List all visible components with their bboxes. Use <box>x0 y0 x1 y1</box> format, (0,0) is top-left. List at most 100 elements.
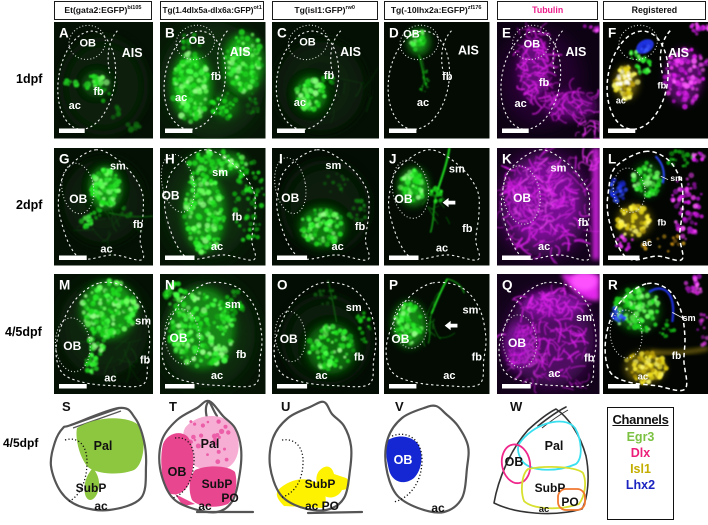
svg-text:ac: ac <box>443 370 455 382</box>
svg-text:AIS: AIS <box>458 44 479 58</box>
svg-text:sm: sm <box>325 160 341 172</box>
svg-text:fb: fb <box>584 353 595 365</box>
svg-text:ac: ac <box>548 368 560 380</box>
svg-text:OB: OB <box>279 332 297 346</box>
svg-text:AIS: AIS <box>230 45 251 59</box>
svg-text:fb: fb <box>539 77 550 89</box>
svg-text:ac: ac <box>198 499 212 513</box>
svg-text:N: N <box>165 278 175 293</box>
svg-text:ac: ac <box>315 370 327 382</box>
svg-text:ac: ac <box>436 242 448 254</box>
svg-text:ac: ac <box>175 92 187 104</box>
svg-text:ac: ac <box>417 97 429 109</box>
svg-text:L: L <box>608 152 616 167</box>
svg-text:fb: fb <box>657 80 666 91</box>
svg-text:sm: sm <box>463 305 479 317</box>
svg-text:OB: OB <box>299 36 316 48</box>
svg-text:OB: OB <box>524 39 541 51</box>
svg-text:C: C <box>277 26 287 41</box>
svg-text:sm: sm <box>449 164 465 176</box>
svg-text:AIS: AIS <box>565 45 586 59</box>
svg-text:OB: OB <box>391 332 409 346</box>
svg-text:sm: sm <box>576 312 592 324</box>
svg-text:OB: OB <box>403 29 420 41</box>
svg-text:ac: ac <box>69 100 81 112</box>
svg-text:SubP: SubP <box>202 477 233 491</box>
svg-text:B: B <box>165 26 175 41</box>
svg-text:fb: fb <box>323 70 334 82</box>
svg-text:SubP: SubP <box>76 481 107 495</box>
svg-text:P: P <box>389 278 398 293</box>
svg-text:fb: fb <box>133 219 144 231</box>
svg-text:O: O <box>277 278 288 293</box>
svg-text:R: R <box>608 278 618 293</box>
svg-text:Q: Q <box>502 278 513 293</box>
svg-text:A: A <box>59 26 69 41</box>
svg-text:fb: fb <box>578 217 589 229</box>
svg-text:fb: fb <box>353 351 364 363</box>
svg-text:PO: PO <box>221 491 238 505</box>
svg-text:AIS: AIS <box>668 46 689 60</box>
svg-text:V: V <box>395 399 404 414</box>
svg-text:PO: PO <box>561 495 578 509</box>
svg-text:fb: fb <box>462 223 473 235</box>
svg-text:fb: fb <box>140 354 151 366</box>
svg-text:OB: OB <box>508 336 526 350</box>
svg-text:sm: sm <box>225 299 241 311</box>
svg-text:I: I <box>279 152 283 167</box>
svg-text:OB: OB <box>505 455 524 469</box>
svg-text:ac: ac <box>514 98 526 110</box>
svg-text:ac: ac <box>104 372 116 384</box>
svg-text:J: J <box>389 152 397 167</box>
svg-text:fb: fb <box>671 351 680 362</box>
svg-text:S: S <box>62 399 71 414</box>
svg-text:ac: ac <box>615 96 625 106</box>
svg-text:ac: ac <box>100 244 112 256</box>
svg-text:SubP: SubP <box>305 477 336 491</box>
svg-text:OB: OB <box>394 453 413 467</box>
svg-text:T: T <box>169 399 177 414</box>
svg-text:K: K <box>502 152 512 167</box>
svg-text:ac: ac <box>431 501 445 515</box>
svg-text:D: D <box>389 26 399 41</box>
svg-text:SubP: SubP <box>535 481 566 495</box>
svg-text:ac: ac <box>211 241 223 253</box>
svg-text:AIS: AIS <box>340 45 361 59</box>
svg-text:sm: sm <box>670 173 683 183</box>
svg-text:OB: OB <box>63 339 81 353</box>
svg-text:ac: ac <box>293 97 305 109</box>
svg-text:sm: sm <box>212 167 228 179</box>
svg-text:ac: ac <box>637 372 648 383</box>
svg-text:Pal: Pal <box>94 439 113 453</box>
svg-text:G: G <box>59 152 70 167</box>
svg-text:fb: fb <box>236 349 247 361</box>
svg-text:OB: OB <box>162 189 180 203</box>
svg-text:fb: fb <box>354 221 365 233</box>
svg-text:fb: fb <box>472 351 483 363</box>
svg-text:sm: sm <box>345 302 361 314</box>
svg-text:ac: ac <box>642 238 652 248</box>
svg-text:ac: ac <box>94 499 108 513</box>
svg-text:F: F <box>608 26 616 41</box>
svg-text:OB: OB <box>79 38 96 50</box>
svg-text:sm: sm <box>110 161 126 173</box>
svg-text:OB: OB <box>168 465 187 479</box>
svg-text:ac: ac <box>539 504 550 515</box>
svg-text:W: W <box>510 399 523 414</box>
svg-text:ac: ac <box>331 241 343 253</box>
svg-text:E: E <box>502 26 511 41</box>
svg-text:fb: fb <box>657 218 666 229</box>
svg-text:OB: OB <box>189 35 206 47</box>
svg-text:OB: OB <box>69 192 87 206</box>
svg-text:ac PO: ac PO <box>305 499 339 513</box>
svg-text:AIS: AIS <box>122 46 143 60</box>
svg-text:fb: fb <box>93 86 104 98</box>
svg-text:OB: OB <box>281 191 299 205</box>
svg-text:M: M <box>59 278 70 293</box>
svg-text:OB: OB <box>395 192 413 206</box>
svg-text:sm: sm <box>135 315 151 327</box>
svg-text:Pal: Pal <box>545 439 564 453</box>
svg-text:H: H <box>165 152 175 167</box>
svg-text:fb: fb <box>442 71 453 83</box>
svg-text:sm: sm <box>682 313 695 323</box>
